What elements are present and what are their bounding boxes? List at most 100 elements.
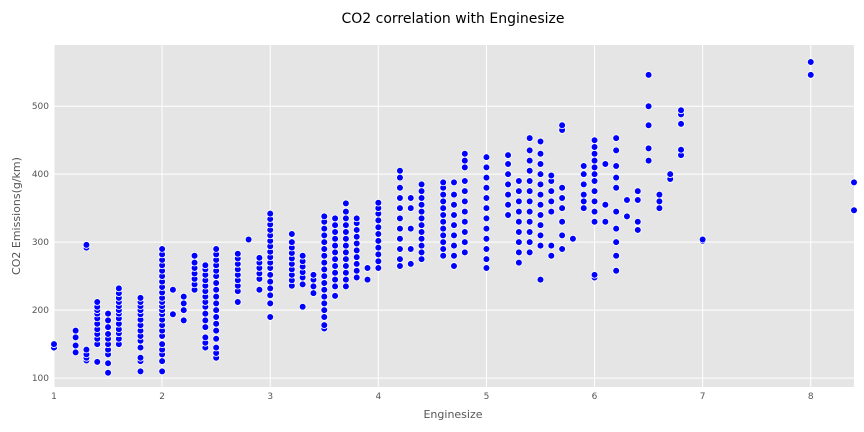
data-point [558, 231, 566, 240]
data-point [417, 207, 426, 216]
data-point [342, 214, 350, 223]
x-tick-label: 5 [484, 392, 490, 402]
data-point [266, 271, 275, 279]
data-point [320, 313, 329, 321]
data-point [82, 345, 91, 354]
data-point [504, 190, 512, 199]
data-point [612, 173, 620, 182]
data-point [612, 238, 620, 246]
data-point [590, 217, 599, 226]
data-point [212, 292, 220, 301]
data-point [612, 146, 620, 155]
data-point [558, 183, 566, 192]
data-point [547, 241, 556, 250]
data-point [406, 194, 415, 202]
data-point [633, 196, 642, 204]
data-point [536, 211, 545, 219]
data-point [547, 207, 556, 216]
data-point [450, 200, 458, 209]
data-point [136, 343, 145, 352]
data-point [644, 156, 653, 165]
data-point [158, 245, 166, 253]
data-point [406, 260, 415, 268]
data-point [482, 255, 491, 263]
data-point [82, 241, 91, 249]
x-tick-label: 2 [159, 392, 165, 402]
data-point [320, 251, 329, 260]
data-point [158, 357, 166, 365]
data-point [342, 228, 350, 236]
data-point [320, 265, 329, 274]
data-point [374, 243, 383, 252]
data-point [536, 275, 545, 284]
data-point [504, 180, 512, 189]
data-point [461, 177, 469, 185]
data-point [439, 231, 447, 240]
data-point [352, 246, 361, 255]
data-point [612, 134, 620, 142]
data-point [515, 217, 523, 226]
data-point [396, 173, 404, 182]
data-point [515, 238, 523, 246]
data-point [461, 187, 469, 195]
data-point [482, 153, 491, 161]
data-point [179, 306, 188, 314]
data-point [579, 162, 588, 170]
data-point [352, 266, 361, 275]
x-tick-label: 1 [51, 392, 57, 402]
data-point [331, 268, 339, 277]
x-tick-label: 4 [375, 392, 381, 402]
data-point [439, 245, 447, 253]
data-point [406, 224, 415, 233]
data-point [233, 249, 242, 258]
data-point [536, 241, 545, 250]
data-point [536, 190, 545, 199]
data-point [806, 58, 815, 66]
data-point [212, 245, 220, 253]
data-point [450, 262, 458, 270]
data-point [104, 309, 112, 318]
data-point [698, 235, 707, 244]
x-axis-label: Enginesize [423, 408, 482, 421]
y-tick-label: 100 [32, 374, 49, 384]
data-point [439, 251, 447, 260]
data-point [342, 255, 350, 263]
data-point [342, 248, 350, 257]
data-point [504, 160, 512, 168]
data-point [352, 253, 361, 261]
data-point [417, 187, 426, 195]
data-point [331, 234, 339, 243]
data-point [590, 143, 599, 151]
data-point [504, 211, 512, 219]
data-point [50, 340, 58, 348]
data-point [558, 245, 566, 253]
data-point [71, 341, 80, 350]
data-point [461, 156, 469, 165]
data-point [482, 183, 491, 192]
data-point [590, 136, 599, 144]
data-point [331, 221, 339, 229]
data-point [439, 224, 447, 233]
x-tick-label: 7 [700, 392, 706, 402]
data-point [104, 368, 112, 377]
data-point [104, 359, 112, 368]
data-point [266, 291, 275, 300]
data-point [612, 251, 620, 260]
data-point [417, 228, 426, 236]
data-point [644, 102, 653, 110]
data-point [320, 231, 329, 240]
data-point [331, 292, 339, 300]
data-point [374, 216, 383, 225]
data-point [482, 264, 491, 272]
data-point [579, 204, 588, 212]
data-point [255, 254, 264, 262]
data-point [374, 264, 383, 272]
data-point [158, 340, 166, 348]
data-point [320, 212, 329, 221]
data-point [374, 198, 383, 207]
data-point [417, 200, 426, 209]
data-point [525, 187, 534, 195]
data-point [244, 235, 253, 244]
data-point [461, 163, 469, 172]
data-point [342, 199, 350, 208]
